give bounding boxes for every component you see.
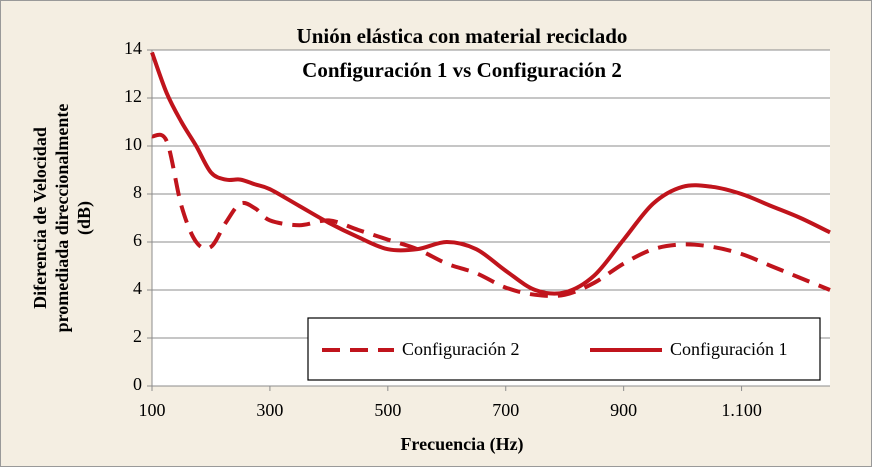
x-tick-label: 900 <box>610 400 637 420</box>
x-axis-label: Frecuencia (Hz) <box>400 434 523 455</box>
y-tick-label: 8 <box>133 182 142 202</box>
y-tick-label: 6 <box>133 230 142 250</box>
y-tick-label: 2 <box>133 326 142 346</box>
y-tick-label: 10 <box>124 134 142 154</box>
series-line <box>151 132 831 298</box>
y-label-line: promediada direccionalmente <box>52 104 72 333</box>
legend-label: Configuración 1 <box>670 339 787 359</box>
legend-label: Configuración 2 <box>402 339 519 359</box>
x-tick-label: 300 <box>256 400 283 420</box>
chart-title: Configuración 1 vs Configuración 2 <box>302 58 622 82</box>
x-tick-label: 100 <box>139 400 166 420</box>
x-tick-label: 1.100 <box>721 400 762 420</box>
x-tick-label: 500 <box>374 400 401 420</box>
x-tick-label: 700 <box>492 400 519 420</box>
y-tick-label: 0 <box>133 374 142 394</box>
y-label-line: (dB) <box>74 201 95 235</box>
y-tick-label: 12 <box>124 86 142 106</box>
series-line <box>150 51 831 296</box>
y-label-line: Diferencia de Velocidad <box>30 127 50 309</box>
y-tick-label: 14 <box>124 38 142 58</box>
chart-title: Unión elástica con material reciclado <box>297 24 628 48</box>
y-axis-label: Diferencia de Velocidad promediada direc… <box>30 104 95 333</box>
y-tick-label: 4 <box>133 278 142 298</box>
